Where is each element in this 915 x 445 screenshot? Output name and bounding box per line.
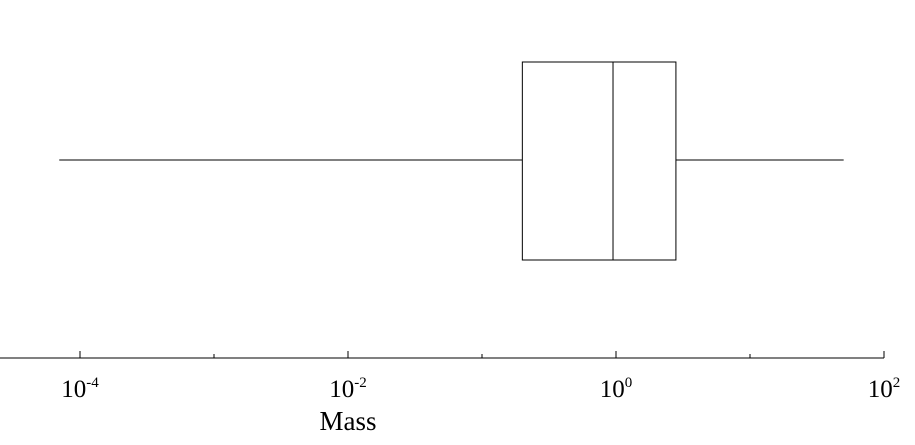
interquartile-box [521, 61, 677, 261]
x-tick-label: 10-4 [61, 375, 99, 403]
x-tick-label: 102 [868, 375, 901, 403]
x-axis-title: Mass [319, 406, 376, 436]
x-tick-label: 100 [600, 375, 633, 403]
x-tick-label: 10-2 [329, 375, 367, 403]
plot-area [59, 61, 844, 261]
x-axis: 10-4 10-2 100 102 [0, 351, 900, 403]
